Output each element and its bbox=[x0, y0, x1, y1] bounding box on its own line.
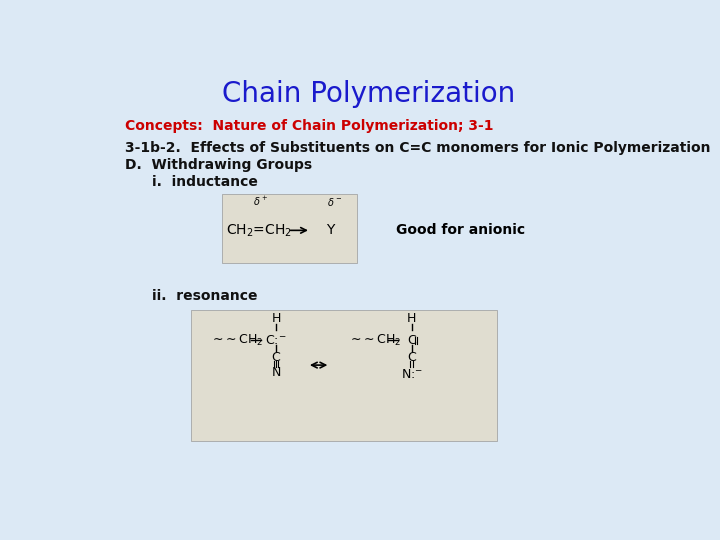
Text: Chain Polymerization: Chain Polymerization bbox=[222, 80, 516, 108]
Text: $\delta^+$: $\delta^+$ bbox=[253, 195, 268, 208]
Text: H: H bbox=[271, 313, 281, 326]
Text: C: C bbox=[271, 351, 280, 364]
FancyBboxPatch shape bbox=[191, 309, 497, 441]
Text: Y: Y bbox=[326, 224, 334, 238]
Text: Good for anionic: Good for anionic bbox=[396, 224, 526, 238]
Text: N: N bbox=[271, 366, 281, 379]
Text: H: H bbox=[407, 313, 416, 326]
Text: i.  inductance: i. inductance bbox=[152, 175, 258, 189]
Text: C:$^{-}$: C:$^{-}$ bbox=[265, 334, 287, 347]
Text: D.  Withdrawing Groups: D. Withdrawing Groups bbox=[125, 158, 312, 172]
Text: CH$_2$=CH$_2$: CH$_2$=CH$_2$ bbox=[226, 222, 292, 239]
Text: $\delta^-$: $\delta^-$ bbox=[327, 196, 342, 208]
Text: C: C bbox=[408, 334, 416, 347]
Text: C: C bbox=[408, 351, 416, 364]
Text: ii.  resonance: ii. resonance bbox=[152, 289, 258, 303]
Text: $\sim\!\sim$CH$_2$: $\sim\!\sim$CH$_2$ bbox=[210, 333, 264, 348]
Text: Concepts:  Nature of Chain Polymerization; 3-1: Concepts: Nature of Chain Polymerization… bbox=[125, 119, 493, 133]
Text: $\sim\!\sim$CH$_2$: $\sim\!\sim$CH$_2$ bbox=[348, 333, 402, 348]
FancyBboxPatch shape bbox=[222, 194, 357, 264]
Text: 3-1b-2.  Effects of Substituents on C=C monomers for Ionic Polymerization: 3-1b-2. Effects of Substituents on C=C m… bbox=[125, 141, 711, 155]
Text: N:$^{-}$: N:$^{-}$ bbox=[400, 368, 423, 381]
